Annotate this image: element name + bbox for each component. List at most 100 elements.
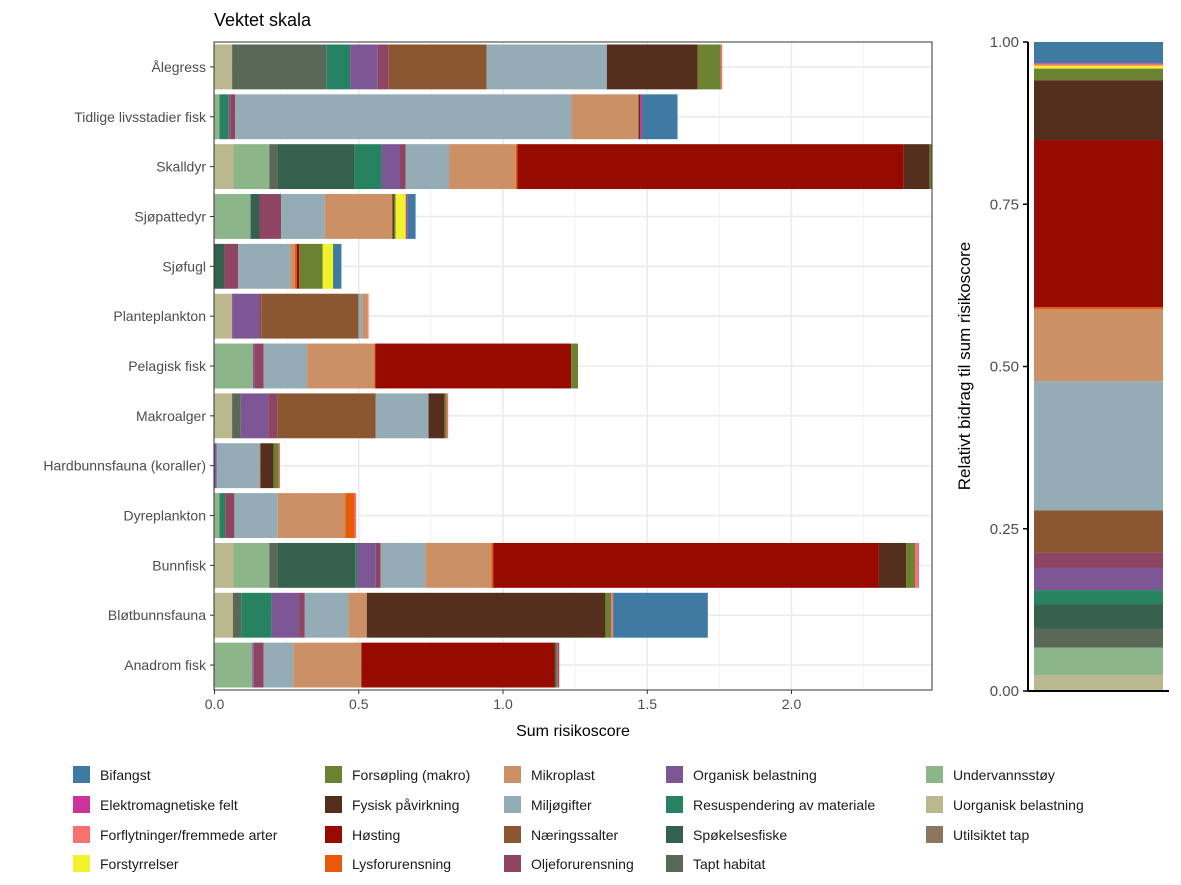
legend-label: Spøkelsesfiske [693, 826, 788, 843]
share-segment [1034, 567, 1163, 591]
bar-segment [606, 44, 698, 90]
share-segment [1034, 140, 1163, 308]
legend-swatch [504, 796, 521, 813]
bar-segment [355, 542, 358, 588]
bar-segment [234, 493, 278, 538]
bar-segment [281, 194, 325, 239]
legend-item: Lysforurensning [325, 855, 451, 872]
y-tick-label: Makroalger [136, 408, 206, 424]
bar-segment [293, 642, 362, 688]
bar-segment [362, 293, 368, 339]
x-tick-label: 2.0 [782, 696, 802, 712]
bar-segment [259, 293, 262, 339]
legend-label: Næringssalter [531, 826, 619, 843]
legend-item: Mikroplast [504, 766, 595, 783]
bar-segment [214, 293, 233, 339]
bar-segment [260, 443, 274, 489]
bar-segment [493, 542, 879, 588]
y-tick-label: Sjøfugl [162, 258, 206, 274]
bar-segment [263, 343, 308, 389]
legend-label: Utilsiktet tap [953, 826, 1030, 843]
bar-segment [366, 592, 606, 638]
bar-segment [906, 542, 915, 588]
bar-segment [250, 194, 260, 239]
bar-segment [377, 44, 389, 90]
legend-label: Lysforurensning [352, 855, 452, 872]
legend-label: Forstyrrelser [100, 855, 179, 872]
bar-segment [228, 94, 231, 140]
bar-segment [214, 343, 253, 389]
legend-label: Miljøgifter [531, 796, 592, 813]
bar-segment [357, 542, 376, 588]
bar-segment [517, 144, 904, 190]
bar-segment [214, 144, 234, 190]
legend-swatch [666, 826, 683, 843]
legend-swatch [325, 855, 342, 872]
legend-swatch [504, 766, 521, 783]
bar-segment [214, 393, 233, 439]
bar-segment [230, 94, 236, 140]
chart-svg: Vektet skala Sum risikoscore Relativt bi… [43, 10, 1169, 740]
right-y-tick-label: 0.50 [990, 359, 1019, 376]
bar-segment [491, 542, 494, 588]
bar-segment [241, 592, 272, 638]
legend-item: Miljøgifter [504, 796, 592, 813]
bar-segment [216, 443, 260, 489]
right-y-tick-label: 0.25 [990, 521, 1019, 538]
x-tick-label: 0.0 [205, 696, 225, 712]
x-axis-label: Sum risikoscore [516, 723, 630, 740]
bar-segment [219, 493, 226, 538]
legend-swatch [926, 766, 943, 783]
bar-segment [299, 243, 323, 289]
bar-segment [375, 343, 572, 389]
legend-swatch [73, 826, 90, 843]
bar-segment [914, 542, 918, 588]
bar-segment [407, 194, 416, 239]
bar-segment [214, 94, 220, 140]
share-segment [1034, 590, 1163, 605]
bar-segment [277, 144, 355, 190]
share-segment [1034, 510, 1163, 553]
bar-segment [253, 642, 264, 688]
y-tick-label: Skalldyr [156, 159, 206, 175]
bar-segment [380, 542, 426, 588]
y-tick-label: Anadrom fisk [124, 657, 207, 673]
x-tick-label: 1.0 [493, 696, 513, 712]
bar-segment [268, 393, 278, 439]
bar-segment [238, 243, 291, 289]
legend-swatch [325, 796, 342, 813]
share-segment [1034, 307, 1163, 310]
bar-segment [613, 592, 708, 638]
bar-segment [294, 243, 297, 289]
plot-border [213, 41, 933, 691]
legend-item: Undervannsstøy [926, 766, 1055, 783]
bar-segment [555, 642, 558, 688]
bar-segment [233, 542, 270, 588]
legend-label: Tapt habitat [693, 855, 766, 872]
bar-segment [375, 542, 381, 588]
bar-segment [571, 343, 579, 389]
bar-segment [425, 542, 492, 588]
bar-segment [261, 293, 359, 339]
bar-segment [277, 393, 376, 439]
right-y-tick-label: 1.00 [990, 34, 1019, 51]
bar-segment [486, 44, 607, 90]
legend-label: Bifangst [100, 766, 151, 783]
legend-item: Forsøpling (makro) [325, 766, 470, 783]
bar-segment [225, 493, 235, 538]
legend-item: Bifangst [73, 766, 151, 783]
legend-label: Oljeforurensning [531, 855, 634, 872]
bar-segment [273, 443, 279, 489]
legend-item: Resuspendering av materiale [666, 796, 875, 813]
bar-segment [361, 642, 555, 688]
legend-swatch [325, 826, 342, 843]
bar-segment [444, 393, 447, 439]
legend-item: Utilsiktet tap [926, 826, 1029, 843]
bar-segment [392, 194, 394, 239]
bar-segment [515, 144, 518, 190]
legend-swatch [73, 855, 90, 872]
legend-item: Organisk belastning [666, 766, 817, 783]
legend-swatch [666, 766, 683, 783]
share-segment [1034, 80, 1163, 141]
bar-segment [720, 44, 723, 90]
